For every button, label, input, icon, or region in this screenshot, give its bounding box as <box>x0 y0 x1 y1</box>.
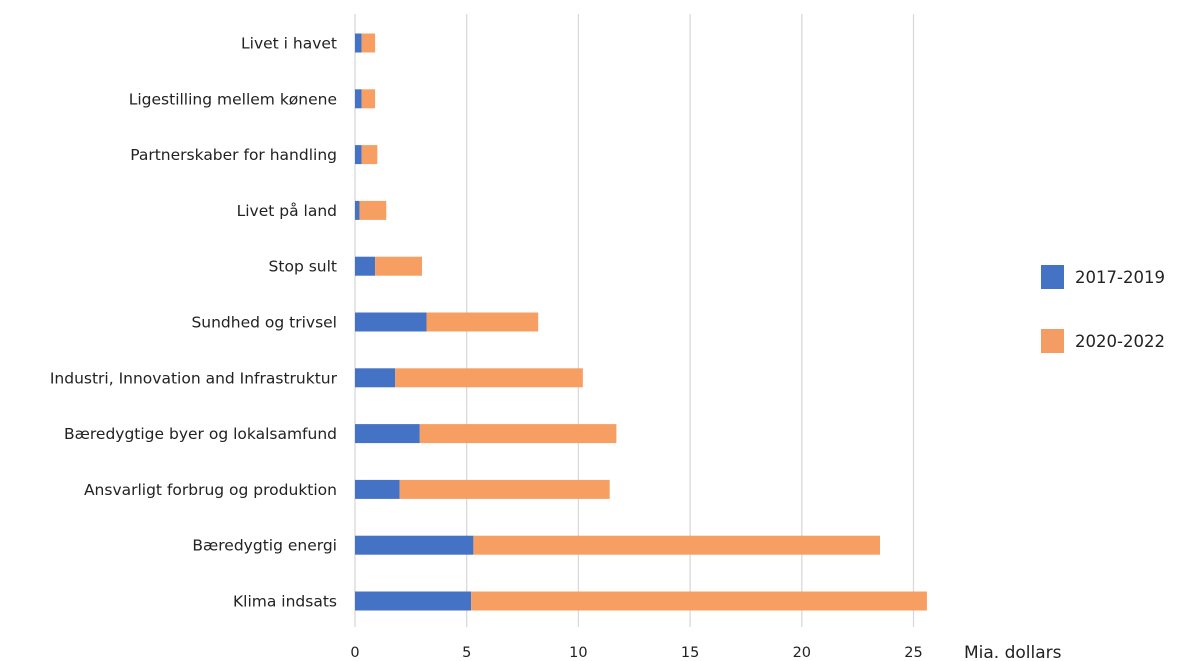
bar-segment-2020-2022 <box>395 368 583 388</box>
category-label: Livet i havet <box>241 35 337 53</box>
bar-segment-2020-2022 <box>471 591 927 611</box>
category-label: Stop sult <box>269 258 337 276</box>
category-label: Klima indsats <box>233 593 337 611</box>
x-tick-label: 10 <box>569 645 587 661</box>
legend-label: 2020-2022 <box>1075 332 1165 351</box>
bar-segment-2020-2022 <box>361 33 376 53</box>
category-labels: Livet i havet Ligestilling mellem kønene P… <box>50 35 338 611</box>
legend: 2017-2019 2020-2022 <box>1041 265 1165 353</box>
bar-segment-2017-2019 <box>355 535 474 555</box>
x-tick-label: 25 <box>904 645 922 661</box>
bar-segment-2020-2022 <box>419 424 617 444</box>
bar-segment-2017-2019 <box>355 200 360 220</box>
category-label: Ansvarligt forbrug og produktion <box>84 481 337 499</box>
bar-segment-2017-2019 <box>355 368 396 388</box>
bar-segment-2017-2019 <box>355 145 362 165</box>
category-label: Partnerskaber for handling <box>130 146 337 164</box>
legend-swatch <box>1041 329 1064 353</box>
legend-swatch <box>1041 265 1064 289</box>
category-label: Sundhed og trivsel <box>191 314 337 332</box>
bar-segment-2020-2022 <box>359 200 387 220</box>
category-label: Bæredygtig energi <box>192 537 337 555</box>
x-axis-title: Mia. dollars <box>964 643 1062 661</box>
bar-segment-2020-2022 <box>375 256 423 276</box>
bar-segment-2017-2019 <box>355 256 376 276</box>
x-tick-label: 5 <box>462 645 471 661</box>
bar-segment-2020-2022 <box>426 312 539 332</box>
bar-segment-2020-2022 <box>361 145 378 165</box>
gridlines <box>354 14 915 627</box>
category-label: Bæredygtige byer og lokalsamfund <box>64 425 337 443</box>
bar-segment-2017-2019 <box>355 89 362 109</box>
bar-segment-2020-2022 <box>399 479 610 499</box>
legend-label: 2017-2019 <box>1075 268 1165 287</box>
category-label: Ligestilling mellem kønene <box>129 90 337 108</box>
bar-segment-2020-2022 <box>473 535 880 555</box>
bars <box>355 33 927 611</box>
x-tick-label: 15 <box>681 645 699 661</box>
bar-segment-2017-2019 <box>355 479 400 499</box>
bar-segment-2017-2019 <box>355 33 362 53</box>
category-label: Industri, Innovation and Infrastruktur <box>50 369 338 387</box>
bar-segment-2017-2019 <box>355 591 472 611</box>
x-tick-label: 20 <box>793 645 811 661</box>
bar-segment-2020-2022 <box>361 89 376 109</box>
category-label: Livet på land <box>237 202 337 220</box>
x-axis-ticks: 0 5 10 15 20 25 <box>350 645 922 661</box>
x-tick-label: 0 <box>350 645 359 661</box>
bar-segment-2017-2019 <box>355 424 420 444</box>
bar-segment-2017-2019 <box>355 312 427 332</box>
